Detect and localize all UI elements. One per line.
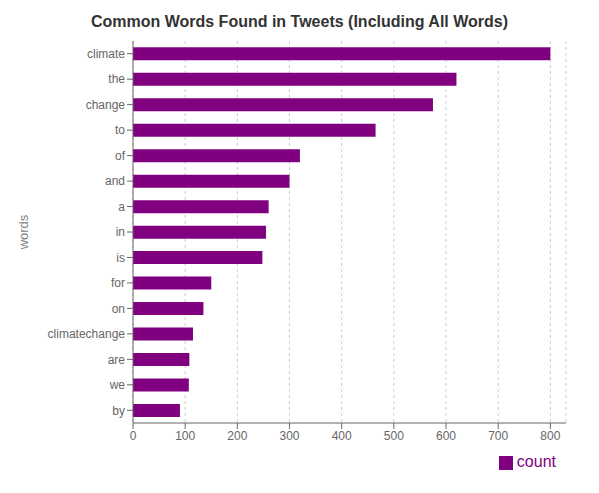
svg-text:300: 300 <box>279 429 299 443</box>
svg-text:0: 0 <box>130 429 137 443</box>
svg-text:change: change <box>86 98 126 112</box>
svg-text:400: 400 <box>332 429 352 443</box>
svg-text:800: 800 <box>540 429 560 443</box>
svg-text:climate: climate <box>87 47 125 61</box>
svg-text:to: to <box>115 123 125 137</box>
svg-text:the: the <box>108 72 125 86</box>
svg-text:of: of <box>115 149 126 163</box>
svg-text:100: 100 <box>175 429 195 443</box>
svg-text:and: and <box>105 174 125 188</box>
svg-text:700: 700 <box>488 429 508 443</box>
svg-text:are: are <box>108 353 126 367</box>
svg-text:500: 500 <box>384 429 404 443</box>
svg-text:200: 200 <box>227 429 247 443</box>
svg-text:in: in <box>116 225 125 239</box>
svg-text:by: by <box>112 404 125 418</box>
svg-text:600: 600 <box>436 429 456 443</box>
svg-text:is: is <box>116 251 125 265</box>
svg-text:on: on <box>112 302 125 316</box>
svg-text:for: for <box>111 276 125 290</box>
svg-text:words: words <box>16 214 31 250</box>
svg-text:we: we <box>109 378 126 392</box>
html-text:count: count <box>516 453 556 470</box>
svg-text:a: a <box>118 200 125 214</box>
svg-text:climatechange: climatechange <box>48 327 126 341</box>
html-text:Common Words Found in Tweets (: Common Words Found in Tweets (Including … <box>90 13 509 30</box>
